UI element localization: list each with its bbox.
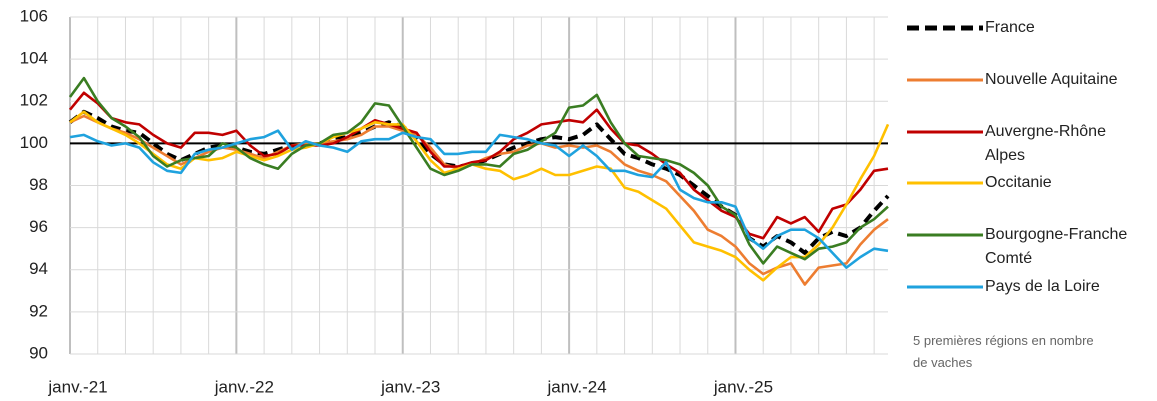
annotation: 5 premières régions en nombre de vaches (913, 333, 1094, 370)
series-line (68, 76, 889, 265)
x-tick-label: janv.-25 (713, 377, 773, 396)
chart: 90 92 94 96 98 100 102 104 106 janv.-21 janv.-22 ja… (20, 6, 890, 396)
legend-item: Bourgogne-Franche Comté (905, 223, 1137, 271)
legend-label: Pays de la Loire (985, 278, 1100, 295)
legend-item: Auvergne-Rhône Alpes (905, 120, 1137, 168)
legend-swatch (907, 233, 983, 237)
x-tick-label: janv.-22 (214, 377, 274, 396)
legend-swatch (907, 181, 983, 185)
y-tick-label: 94 (29, 259, 48, 278)
x-tick-label: janv.-23 (380, 377, 440, 396)
legend-item: France (905, 16, 1137, 40)
legend-swatch (907, 130, 983, 134)
legend-label: Nouvelle Aquitaine (985, 71, 1118, 88)
legend-swatch (907, 78, 983, 82)
legend-label: Auvergne-Rhône Alpes (985, 123, 1106, 164)
y-tick-label: 102 (20, 91, 48, 110)
y-tick-label: 92 (29, 301, 48, 320)
legend-item: Pays de la Loire (905, 275, 1137, 299)
x-tick-label: janv.-21 (47, 377, 107, 396)
y-tick-label: 98 (29, 175, 48, 194)
legend-label: France (985, 19, 1035, 36)
y-tick-label: 96 (29, 217, 48, 236)
series-line (68, 109, 890, 255)
y-tick-label: 100 (20, 133, 48, 152)
y-tick-label: 106 (20, 6, 48, 25)
legend-label: Occitanie (985, 174, 1052, 191)
x-tick-label: janv.-24 (547, 377, 607, 396)
legend-swatch (907, 285, 983, 289)
legend-swatch (907, 25, 983, 31)
y-tick-label: 90 (29, 343, 48, 362)
series-line (69, 110, 890, 282)
series-line (68, 91, 889, 240)
y-tick-label: 104 (20, 49, 48, 68)
legend-label: Bourgogne-Franche Comté (985, 226, 1128, 267)
legend-item: Occitanie (905, 171, 1137, 195)
series-line (69, 129, 889, 269)
legend-item: Nouvelle Aquitaine (905, 68, 1137, 92)
